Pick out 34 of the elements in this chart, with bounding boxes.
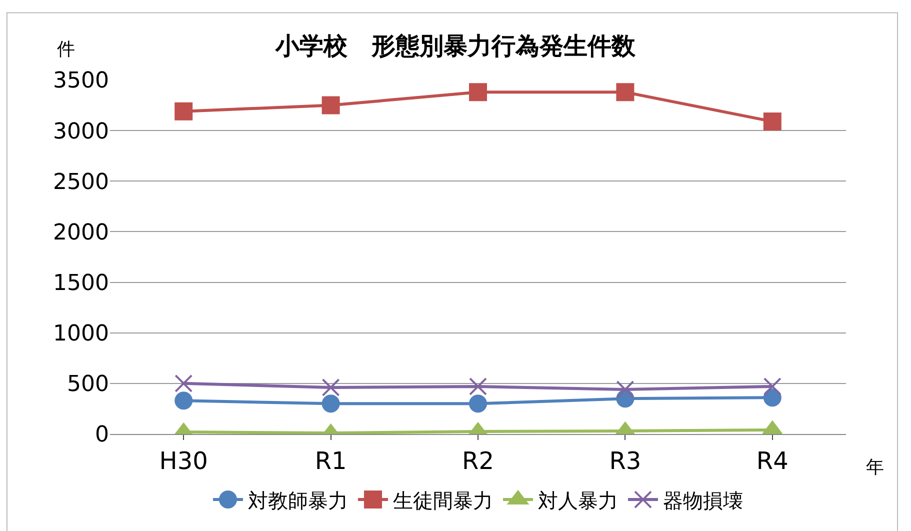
x-tick-label: R4 bbox=[756, 446, 788, 475]
point bbox=[322, 378, 340, 396]
y-axis-title: 件 bbox=[57, 39, 75, 60]
y-tick-label: 2000 bbox=[53, 220, 109, 246]
chart-title: 小学校 形態別暴力行為発生件数 bbox=[274, 32, 636, 60]
point bbox=[469, 377, 487, 396]
y-tick-label: 500 bbox=[67, 372, 109, 398]
y-tick-label: 3500 bbox=[53, 68, 109, 94]
point bbox=[616, 83, 634, 102]
point bbox=[469, 83, 487, 102]
y-tick-label: 1500 bbox=[53, 270, 109, 296]
x-tick-label: H30 bbox=[159, 446, 208, 475]
point bbox=[322, 96, 340, 114]
legend-label: 対教師暴力 bbox=[248, 488, 348, 512]
point bbox=[763, 112, 782, 130]
point bbox=[616, 380, 634, 398]
x-tick-label: R3 bbox=[609, 446, 642, 475]
x-axis-title: 年 bbox=[866, 457, 884, 478]
y-tick-label: 2500 bbox=[53, 170, 109, 195]
point bbox=[763, 377, 782, 396]
x-tick-label: R2 bbox=[462, 446, 494, 475]
point bbox=[322, 394, 340, 413]
x-tick-label: R1 bbox=[314, 446, 347, 475]
point bbox=[174, 392, 193, 410]
y-tick-label: 3000 bbox=[53, 119, 109, 144]
legend-label: 対人暴力 bbox=[538, 488, 618, 512]
legend-label: 器物損壊 bbox=[663, 488, 743, 512]
point bbox=[174, 102, 193, 120]
y-tick-label: 1000 bbox=[53, 322, 109, 347]
point bbox=[174, 374, 193, 392]
y-tick-label: 0 bbox=[95, 422, 109, 448]
point bbox=[469, 394, 487, 413]
point bbox=[763, 388, 782, 407]
legend-label: 生徒間暴力 bbox=[393, 488, 493, 512]
